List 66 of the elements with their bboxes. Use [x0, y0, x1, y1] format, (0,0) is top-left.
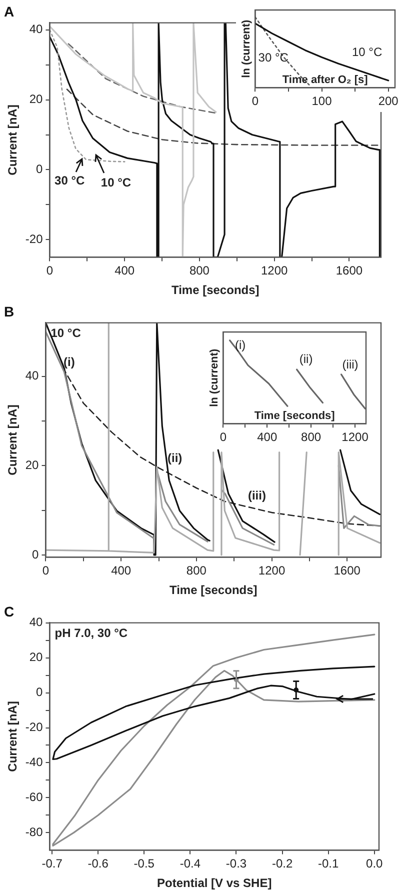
y-tick-label: 40	[29, 615, 44, 630]
x-tick-label: -0.7	[42, 856, 63, 871]
x-tick-label: 800	[301, 430, 322, 444]
x-tick-label: 400	[111, 564, 132, 578]
annotation: 10 °C	[352, 44, 382, 59]
annotation: 10 °C	[100, 175, 132, 190]
annotation: (iii)	[248, 488, 266, 503]
x-tick-label: 400	[257, 430, 278, 444]
x-tick-label: 1600	[334, 564, 361, 578]
y-axis-title: Current [nA]	[6, 404, 20, 476]
x-axis-title: Time [seconds]	[169, 583, 258, 598]
line-series	[66, 88, 381, 146]
y-axis-title: Current [nA]	[6, 701, 20, 772]
y-tick-label: 40	[29, 22, 44, 36]
y-tick-label: 0	[36, 162, 44, 176]
x-tick-label: 0	[46, 264, 54, 278]
x-axis-title: Time [seconds]	[171, 283, 260, 298]
x-tick-label: 200	[378, 94, 399, 108]
y-tick-label: -40	[25, 755, 44, 770]
annotation: (iii)	[342, 357, 358, 372]
annotation: 30 °C	[54, 173, 86, 188]
y-axis-title: ln (current)	[208, 348, 221, 407]
y-tick-label: 40	[25, 368, 40, 383]
x-axis-title: Time after O₂ [s]	[282, 74, 368, 86]
x-tick-label: 0	[252, 94, 259, 108]
y-tick-label: -80	[25, 825, 44, 840]
y-axis-title: ln (current)	[240, 19, 253, 78]
line-series	[50, 29, 126, 162]
y-axis-title: Current [nA]	[6, 104, 20, 176]
y-tick-label: 20	[29, 92, 44, 106]
chart-title: C	[4, 603, 14, 620]
x-tick-label: 400	[114, 264, 135, 278]
x-tick-label: -0.1	[318, 856, 340, 871]
annotation: (i)	[235, 338, 246, 352]
line-series	[68, 43, 217, 114]
x-tick-label: -0.5	[134, 856, 155, 871]
annotation: (ii)	[167, 451, 182, 466]
x-tick-label: 0	[220, 430, 227, 444]
x-tick-label: 800	[189, 264, 210, 278]
annotation: pH 7.0, 30 °C	[54, 626, 128, 640]
annotation: 30 °C	[258, 50, 289, 64]
x-tick-label: -0.2	[272, 856, 293, 871]
y-tick-label: 0	[36, 685, 44, 700]
x-tick-label: 800	[186, 564, 207, 578]
x-tick-label: 1200	[260, 264, 288, 278]
y-tick-label: -20	[25, 232, 44, 246]
y-tick-label: 20	[25, 458, 40, 472]
x-tick-label: -0.4	[180, 856, 201, 871]
y-tick-label: -20	[25, 720, 44, 734]
annotation: 10 °C	[50, 326, 82, 340]
x-axis-title: Time [seconds]	[254, 410, 336, 422]
x-tick-label: -0.3	[226, 856, 247, 871]
x-tick-label: 100	[312, 94, 332, 108]
chart-title: B	[4, 303, 14, 320]
annotation: (ii)	[299, 352, 313, 366]
x-tick-label: 0.0	[366, 856, 384, 871]
x-tick-label: 1200	[258, 564, 286, 578]
y-tick-label: -60	[25, 790, 44, 804]
annotation: (i)	[64, 354, 75, 369]
x-tick-label: 1200	[342, 430, 369, 444]
y-tick-label: 20	[29, 650, 44, 664]
chart-title: A	[4, 3, 14, 20]
x-axis-title: Potential [V vs SHE]	[157, 876, 272, 890]
x-tick-label: 1600	[336, 264, 363, 278]
y-tick-label: 0	[32, 547, 40, 562]
x-tick-label: -0.6	[88, 856, 109, 871]
